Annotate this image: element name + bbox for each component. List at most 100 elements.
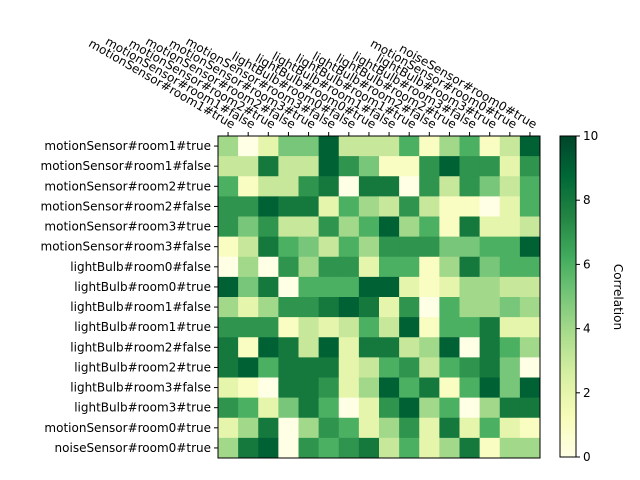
heatmap-cell [218, 236, 239, 258]
heatmap-cell [499, 156, 521, 177]
heatmap-cell [419, 276, 440, 298]
y-tick-label: lightBulb#room1#false [70, 300, 211, 314]
heatmap-cell [238, 437, 259, 459]
heatmap-cell [358, 236, 380, 258]
heatmap-cell [419, 236, 440, 258]
heatmap-cell [238, 236, 259, 258]
heatmap-cell [519, 317, 541, 338]
heatmap-cell [278, 236, 299, 258]
heatmap-cell [519, 136, 541, 157]
heatmap-cell [358, 397, 380, 419]
heatmap-cell [218, 256, 239, 278]
heatmap-cell [298, 136, 320, 157]
heatmap-cell [358, 417, 380, 439]
heatmap-cell [379, 276, 400, 298]
colorbar-tick-label: 8 [583, 193, 591, 207]
heatmap-cell [499, 437, 521, 459]
heatmap-cell [379, 377, 400, 399]
heatmap-cell [459, 357, 481, 378]
heatmap-cell [318, 236, 340, 258]
heatmap-cell [298, 236, 320, 258]
heatmap-cell [519, 357, 541, 378]
heatmap-cell [459, 256, 481, 278]
heatmap-cell [479, 276, 501, 298]
heatmap-cell [519, 236, 541, 258]
heatmap-cell [278, 317, 299, 338]
heatmap-cell [298, 297, 320, 318]
heatmap-cell [358, 437, 380, 459]
heatmap-cell [278, 136, 299, 157]
colorbar-tick-label: 4 [583, 322, 591, 336]
heatmap-cell [298, 196, 320, 217]
heatmap-cell [218, 276, 239, 298]
heatmap-cell [439, 437, 460, 459]
heatmap-cell [399, 136, 420, 157]
heatmap-cell [318, 216, 340, 238]
heatmap-cell [318, 176, 340, 197]
heatmap-cell [459, 297, 481, 318]
heatmap-cell [459, 317, 481, 338]
heatmap-cell [338, 196, 360, 217]
heatmap-cell [519, 437, 541, 459]
heatmap-cell [218, 216, 239, 238]
heatmap-cell [258, 276, 279, 298]
heatmap-cell [218, 156, 239, 177]
heatmap-cell [278, 357, 299, 378]
heatmap-cell [379, 216, 400, 238]
heatmap-cell [218, 377, 239, 399]
y-tick-label: motionSensor#room1#true [44, 139, 211, 153]
heatmap-cell [238, 357, 259, 378]
y-tick-label: lightBulb#room3#false [70, 381, 211, 395]
heatmap-cell [399, 156, 420, 177]
heatmap-cell [459, 236, 481, 258]
heatmap-cell [519, 256, 541, 278]
heatmap-cell [218, 437, 239, 459]
heatmap-cell [419, 297, 440, 318]
heatmap-cell [278, 337, 299, 358]
heatmap-cell [439, 256, 460, 278]
heatmap-cell [479, 236, 501, 258]
heatmap-cell [459, 196, 481, 217]
heatmap-cell [338, 317, 360, 338]
heatmap-cell [278, 297, 299, 318]
heatmap-cell [379, 437, 400, 459]
heatmap-cell [459, 156, 481, 177]
heatmap-cell [419, 216, 440, 238]
heatmap-cell [499, 337, 521, 358]
heatmap-cell [318, 196, 340, 217]
heatmap-cell [499, 276, 521, 298]
heatmap-cell [439, 337, 460, 358]
heatmap-cell [318, 136, 340, 157]
heatmap-cell [218, 397, 239, 419]
y-tick-labels: motionSensor#room1#true motionSensor#room… [41, 139, 218, 455]
heatmap-cell [338, 256, 360, 278]
heatmap-cell [338, 417, 360, 439]
heatmap-cell [238, 377, 259, 399]
heatmap-cell [519, 196, 541, 217]
heatmap-cell [499, 176, 521, 197]
heatmap-cell [499, 397, 521, 419]
heatmap-cell [238, 156, 259, 177]
heatmap-cell [218, 337, 239, 358]
heatmap-cell [519, 397, 541, 419]
heatmap-cell [338, 176, 360, 197]
heatmap-cell [218, 357, 239, 378]
heatmap-cell [439, 216, 460, 238]
heatmap-cell [338, 377, 360, 399]
heatmap-cell [298, 337, 320, 358]
heatmap-cell [358, 357, 380, 378]
heatmap-cell [258, 357, 279, 378]
heatmap-cell [419, 256, 440, 278]
heatmap-cell [459, 397, 481, 419]
heatmap-cell [499, 317, 521, 338]
heatmap-cell [358, 136, 380, 157]
heatmap-cell [258, 136, 279, 157]
heatmap-cell [399, 337, 420, 358]
heatmap-cell [379, 337, 400, 358]
heatmap-cell [439, 236, 460, 258]
heatmap-cell [278, 276, 299, 298]
y-tick-label: lightBulb#room1#true [74, 320, 211, 334]
heatmap-cell [439, 297, 460, 318]
x-tick-labels: motionSensor#room1#truemotionSensor#room… [86, 34, 539, 136]
heatmap-cell [258, 437, 279, 459]
